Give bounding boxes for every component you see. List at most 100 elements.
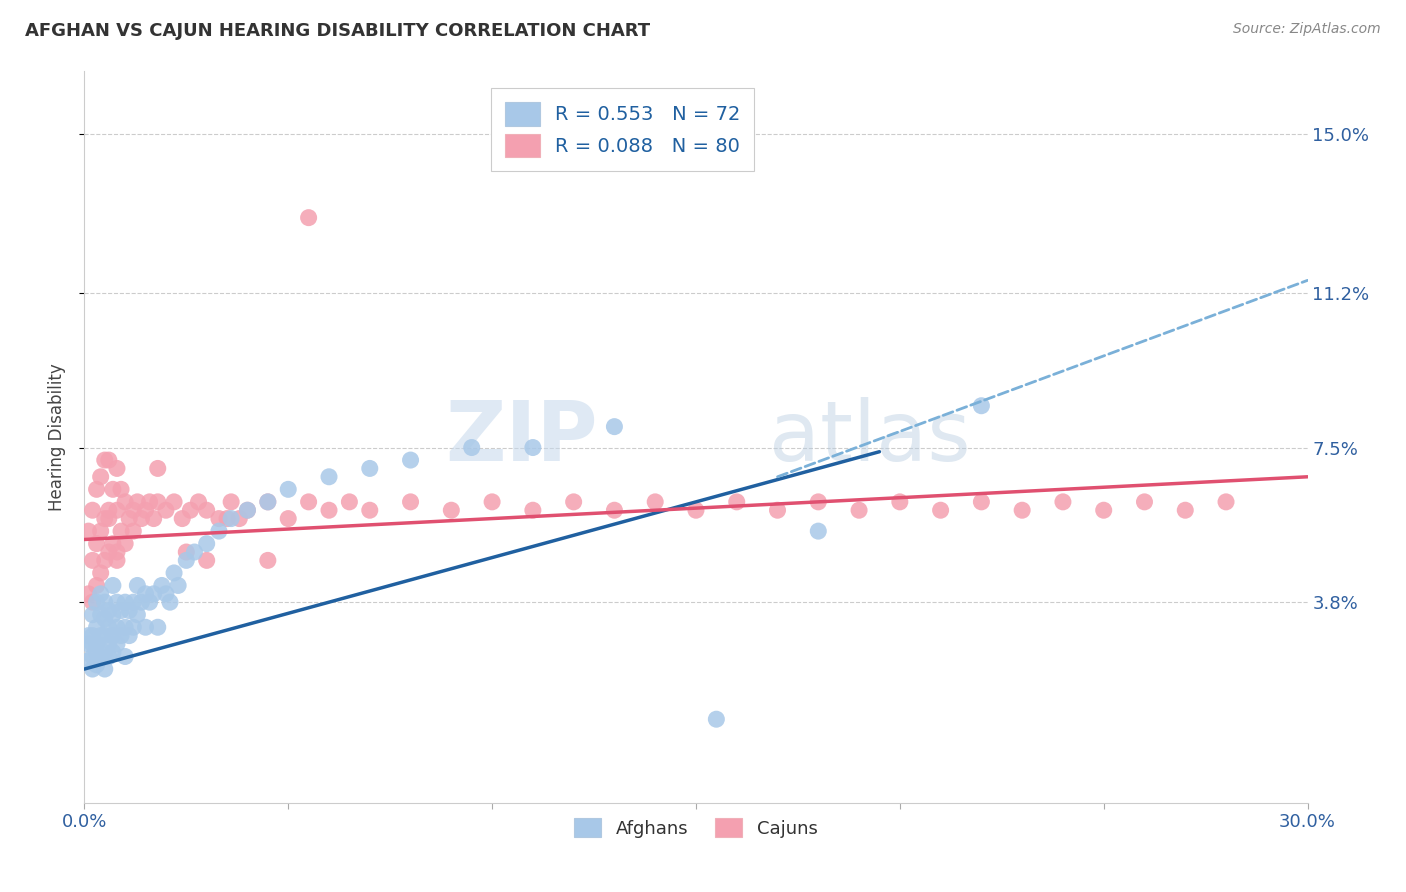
Point [101,645,124,659]
Point [82,649,104,664]
Text: atlas: atlas [769,397,972,477]
Point [77,654,100,668]
Point [138,495,160,509]
Point [603,503,626,517]
Point [219,495,242,509]
Point [163,566,186,580]
Point [86,483,108,497]
Point [105,545,128,559]
Point [101,578,124,592]
Point [82,553,104,567]
Point [122,620,145,634]
Point [195,503,218,517]
Point [970,495,993,509]
Point [97,637,120,651]
Point [82,595,104,609]
Point [105,461,128,475]
Point [135,587,157,601]
Point [298,495,321,509]
Point [159,595,181,609]
Point [122,595,145,609]
Point [90,607,112,622]
Point [110,629,132,643]
Point [105,503,128,517]
Point [603,419,626,434]
Point [105,595,128,609]
Point [101,483,124,497]
Point [174,545,197,559]
Point [90,566,112,580]
Point [1215,495,1237,509]
Point [970,399,993,413]
Point [118,603,141,617]
Point [257,553,280,567]
Point [86,578,108,592]
Point [114,495,136,509]
Point [277,483,299,497]
Point [90,587,112,601]
Point [118,511,141,525]
Point [131,595,153,609]
Point [105,553,128,567]
Point [86,645,108,659]
Point [277,511,299,525]
Point [339,495,361,509]
Point [90,524,112,538]
Point [167,578,190,592]
Point [93,453,115,467]
Point [399,453,422,467]
Point [77,629,100,643]
Point [522,441,544,455]
Point [122,524,145,538]
Point [135,620,157,634]
Point [298,211,321,225]
Point [90,649,112,664]
Point [172,511,194,525]
Point [562,495,585,509]
Point [90,470,112,484]
Point [146,620,169,634]
Point [118,629,141,643]
Point [86,657,108,672]
Point [114,620,136,634]
Point [110,483,132,497]
Point [481,495,503,509]
Point [1011,503,1033,517]
Point [97,649,120,664]
Point [236,503,259,517]
Point [127,578,149,592]
Point [86,637,108,651]
Point [105,620,128,634]
Point [1174,503,1197,517]
Point [228,511,250,525]
Point [522,503,544,517]
Point [138,595,160,609]
Point [114,649,136,664]
Point [110,603,132,617]
Point [97,511,120,525]
Point [807,524,830,538]
Point [1052,495,1074,509]
Point [174,553,197,567]
Point [208,511,231,525]
Point [848,503,870,517]
Point [101,629,124,643]
Point [208,524,231,538]
Point [183,545,205,559]
Point [163,495,186,509]
Point [82,503,104,517]
Point [766,503,789,517]
Point [82,607,104,622]
Point [150,578,173,592]
Point [86,536,108,550]
Point [318,470,340,484]
Point [110,524,132,538]
Point [114,536,136,550]
Point [122,503,145,517]
Text: Source: ZipAtlas.com: Source: ZipAtlas.com [1233,22,1381,37]
Point [114,595,136,609]
Point [929,503,952,517]
Point [97,620,120,634]
Point [155,503,177,517]
Point [399,495,422,509]
